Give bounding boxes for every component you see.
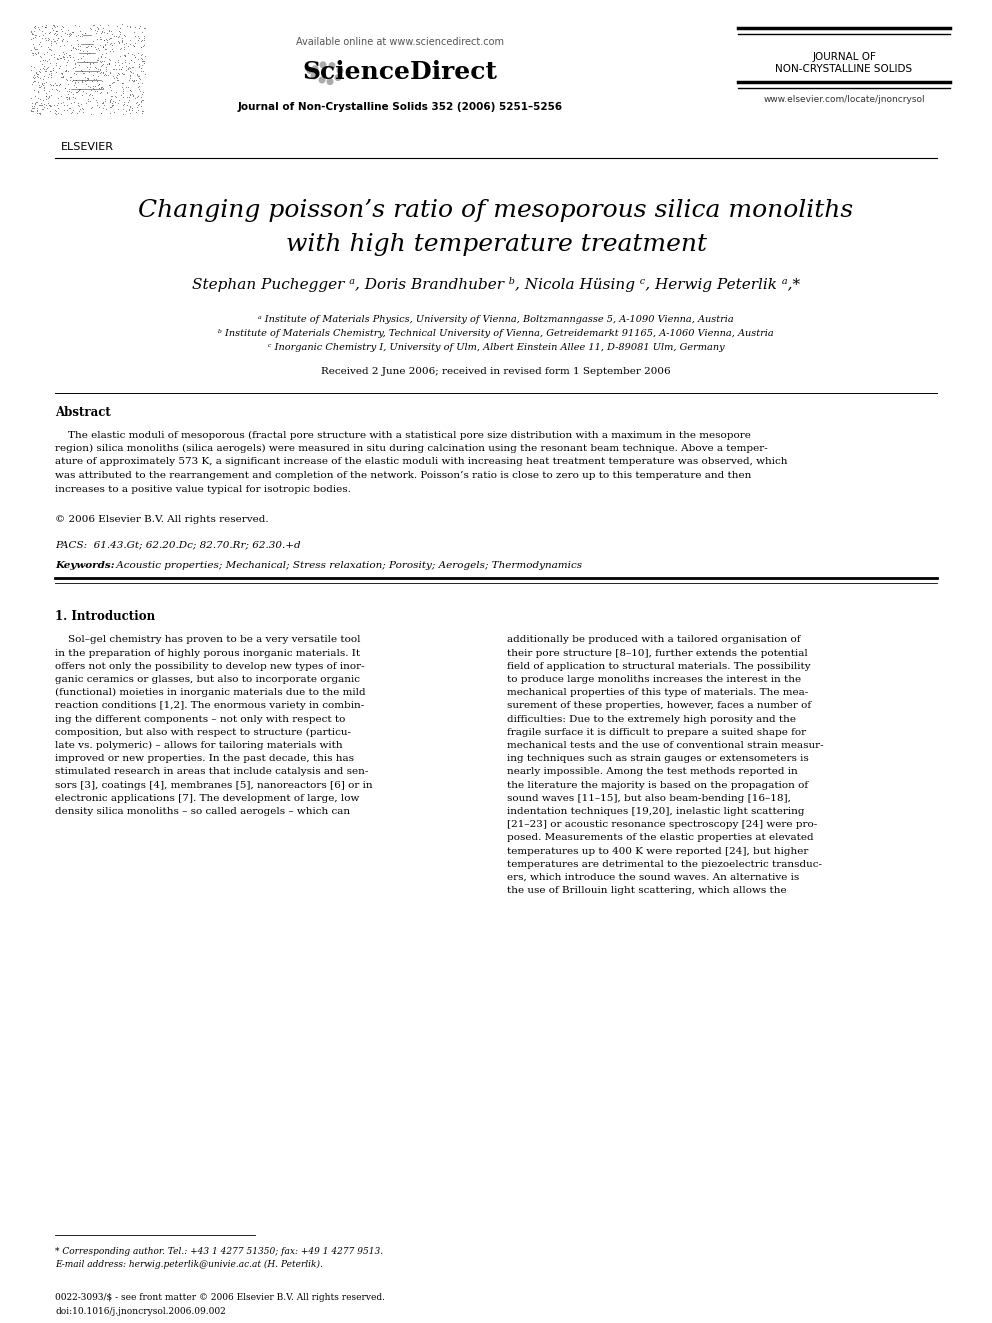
Text: fragile surface it is difficult to prepare a suited shape for: fragile surface it is difficult to prepa…	[507, 728, 806, 737]
Text: composition, but also with respect to structure (particu-: composition, but also with respect to st…	[55, 728, 351, 737]
Text: [21–23] or acoustic resonance spectroscopy [24] were pro-: [21–23] or acoustic resonance spectrosco…	[507, 820, 817, 830]
Text: sound waves [11–15], but also beam-bending [16–18],: sound waves [11–15], but also beam-bendi…	[507, 794, 791, 803]
Text: their pore structure [8–10], further extends the potential: their pore structure [8–10], further ext…	[507, 648, 807, 658]
Text: increases to a positive value typical for isotropic bodies.: increases to a positive value typical fo…	[55, 484, 351, 493]
Circle shape	[311, 73, 316, 79]
Text: mechanical properties of this type of materials. The mea-: mechanical properties of this type of ma…	[507, 688, 808, 697]
Text: reaction conditions [1,2]. The enormous variety in combin-: reaction conditions [1,2]. The enormous …	[55, 701, 364, 710]
Text: electronic applications [7]. The development of large, low: electronic applications [7]. The develop…	[55, 794, 359, 803]
Text: posed. Measurements of the elastic properties at elevated: posed. Measurements of the elastic prope…	[507, 833, 813, 843]
Text: * Corresponding author. Tel.: +43 1 4277 51350; fax: +49 1 4277 9513.: * Corresponding author. Tel.: +43 1 4277…	[55, 1246, 383, 1256]
Text: density silica monoliths – so called aerogels – which can: density silica monoliths – so called aer…	[55, 807, 350, 816]
Text: Received 2 June 2006; received in revised form 1 September 2006: Received 2 June 2006; received in revise…	[321, 368, 671, 377]
Text: ᶜ Inorganic Chemistry I, University of Ulm, Albert Einstein Allee 11, D-89081 Ul: ᶜ Inorganic Chemistry I, University of U…	[268, 344, 724, 352]
Text: the use of Brillouin light scattering, which allows the: the use of Brillouin light scattering, w…	[507, 886, 787, 896]
Text: ganic ceramics or glasses, but also to incorporate organic: ganic ceramics or glasses, but also to i…	[55, 675, 360, 684]
Text: Abstract: Abstract	[55, 406, 111, 419]
Text: indentation techniques [19,20], inelastic light scattering: indentation techniques [19,20], inelasti…	[507, 807, 805, 816]
Text: difficulties: Due to the extremely high porosity and the: difficulties: Due to the extremely high …	[507, 714, 796, 724]
Text: temperatures up to 400 K were reported [24], but higher: temperatures up to 400 K were reported […	[507, 847, 808, 856]
Text: sors [3], coatings [4], membranes [5], nanoreactors [6] or in: sors [3], coatings [4], membranes [5], n…	[55, 781, 373, 790]
Circle shape	[312, 66, 317, 71]
Text: ing techniques such as strain gauges or extensometers is: ing techniques such as strain gauges or …	[507, 754, 808, 763]
Text: Changing poisson’s ratio of mesoporous silica monoliths: Changing poisson’s ratio of mesoporous s…	[138, 198, 854, 221]
Text: 0022-3093/$ - see front matter © 2006 Elsevier B.V. All rights reserved.: 0022-3093/$ - see front matter © 2006 El…	[55, 1294, 385, 1303]
Text: (functional) moieties in inorganic materials due to the mild: (functional) moieties in inorganic mater…	[55, 688, 366, 697]
Text: The elastic moduli of mesoporous (fractal pore structure with a statistical pore: The elastic moduli of mesoporous (fracta…	[55, 430, 751, 439]
Text: stimulated research in areas that include catalysis and sen-: stimulated research in areas that includ…	[55, 767, 368, 777]
Text: doi:10.1016/j.jnoncrysol.2006.09.002: doi:10.1016/j.jnoncrysol.2006.09.002	[55, 1307, 226, 1315]
Circle shape	[335, 75, 341, 81]
Text: ature of approximately 573 K, a significant increase of the elastic moduli with : ature of approximately 573 K, a signific…	[55, 458, 788, 467]
Text: field of application to structural materials. The possibility: field of application to structural mater…	[507, 662, 810, 671]
Text: in the preparation of highly porous inorganic materials. It: in the preparation of highly porous inor…	[55, 648, 360, 658]
Text: Sol–gel chemistry has proven to be a very versatile tool: Sol–gel chemistry has proven to be a ver…	[55, 635, 360, 644]
Text: ers, which introduce the sound waves. An alternative is: ers, which introduce the sound waves. An…	[507, 873, 800, 882]
Circle shape	[337, 67, 343, 73]
Text: offers not only the possibility to develop new types of inor-: offers not only the possibility to devel…	[55, 662, 365, 671]
Text: additionally be produced with a tailored organisation of: additionally be produced with a tailored…	[507, 635, 801, 644]
Text: Keywords:: Keywords:	[55, 561, 118, 570]
Circle shape	[329, 62, 335, 69]
Text: © 2006 Elsevier B.V. All rights reserved.: © 2006 Elsevier B.V. All rights reserved…	[55, 516, 269, 524]
Text: improved or new properties. In the past decade, this has: improved or new properties. In the past …	[55, 754, 354, 763]
Text: nearly impossible. Among the test methods reported in: nearly impossible. Among the test method…	[507, 767, 798, 777]
Text: ᵃ Institute of Materials Physics, University of Vienna, Boltzmanngasse 5, A-1090: ᵃ Institute of Materials Physics, Univer…	[258, 315, 734, 324]
Text: Journal of Non-Crystalline Solids 352 (2006) 5251–5256: Journal of Non-Crystalline Solids 352 (2…	[237, 102, 562, 112]
Circle shape	[320, 62, 325, 67]
Text: ing the different components – not only with respect to: ing the different components – not only …	[55, 714, 345, 724]
Text: was attributed to the rearrangement and completion of the network. Poisson’s rat: was attributed to the rearrangement and …	[55, 471, 751, 480]
Text: Available online at www.sciencedirect.com: Available online at www.sciencedirect.co…	[296, 37, 504, 48]
Text: with high temperature treatment: with high temperature treatment	[286, 233, 706, 255]
Circle shape	[308, 67, 312, 73]
Text: temperatures are detrimental to the piezoelectric transduc-: temperatures are detrimental to the piez…	[507, 860, 822, 869]
Circle shape	[319, 77, 324, 83]
Text: ScienceDirect: ScienceDirect	[303, 60, 497, 83]
Text: Acoustic properties; Mechanical; Stress relaxation; Porosity; Aerogels; Thermody: Acoustic properties; Mechanical; Stress …	[113, 561, 582, 570]
Text: E-mail address: herwig.peterlik@univie.ac.at (H. Peterlik).: E-mail address: herwig.peterlik@univie.a…	[55, 1259, 322, 1269]
Circle shape	[327, 79, 332, 85]
Text: to produce large monoliths increases the interest in the: to produce large monoliths increases the…	[507, 675, 802, 684]
Text: surement of these properties, however, faces a number of: surement of these properties, however, f…	[507, 701, 811, 710]
Text: Stephan Puchegger ᵃ, Doris Brandhuber ᵇ, Nicola Hüsing ᶜ, Herwig Peterlik ᵃ,*: Stephan Puchegger ᵃ, Doris Brandhuber ᵇ,…	[191, 278, 801, 292]
Text: region) silica monoliths (silica aerogels) were measured in situ during calcinat: region) silica monoliths (silica aerogel…	[55, 445, 768, 452]
Text: the literature the majority is based on the propagation of: the literature the majority is based on …	[507, 781, 808, 790]
Text: JOURNAL OF: JOURNAL OF	[812, 52, 876, 62]
Text: mechanical tests and the use of conventional strain measur-: mechanical tests and the use of conventi…	[507, 741, 823, 750]
Text: ELSEVIER: ELSEVIER	[61, 142, 113, 152]
Text: www.elsevier.com/locate/jnoncrysol: www.elsevier.com/locate/jnoncrysol	[763, 95, 925, 105]
Text: PACS:  61.43.Gt; 62.20.Dc; 82.70.Rr; 62.30.+d: PACS: 61.43.Gt; 62.20.Dc; 82.70.Rr; 62.3…	[55, 541, 301, 549]
Text: late vs. polymeric) – allows for tailoring materials with: late vs. polymeric) – allows for tailori…	[55, 741, 342, 750]
Text: 1. Introduction: 1. Introduction	[55, 610, 155, 623]
Text: NON-CRYSTALLINE SOLIDS: NON-CRYSTALLINE SOLIDS	[776, 64, 913, 74]
Text: ᵇ Institute of Materials Chemistry, Technical University of Vienna, Getreidemark: ᵇ Institute of Materials Chemistry, Tech…	[218, 329, 774, 339]
